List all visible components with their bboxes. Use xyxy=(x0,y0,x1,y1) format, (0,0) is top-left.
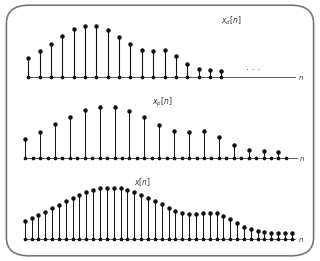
Text: n: n xyxy=(299,156,304,162)
Text: $x[n]$: $x[n]$ xyxy=(134,176,151,188)
Text: n: n xyxy=(299,75,303,81)
Text: n: n xyxy=(299,237,303,243)
Text: $x_d[n]$: $x_d[n]$ xyxy=(221,14,242,27)
Text: $x_p[n]$: $x_p[n]$ xyxy=(152,96,172,109)
Text: . . .: . . . xyxy=(246,63,261,72)
